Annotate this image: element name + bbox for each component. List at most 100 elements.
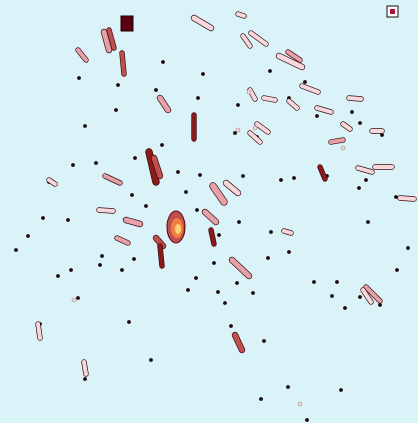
track-segment xyxy=(157,95,171,113)
track-dot xyxy=(292,176,296,180)
track-dot xyxy=(66,218,70,222)
track-dot xyxy=(198,173,202,177)
track-dot xyxy=(114,108,118,112)
track-dot xyxy=(279,178,283,182)
track-dot xyxy=(186,288,190,292)
track-segment xyxy=(286,50,302,62)
track-dot xyxy=(286,385,290,389)
track-dot xyxy=(98,263,102,267)
track-dot xyxy=(335,280,339,284)
track-dot xyxy=(71,163,75,167)
track-dot xyxy=(358,121,362,125)
track-segment xyxy=(347,96,363,101)
track-dot xyxy=(41,216,45,220)
track-dot xyxy=(83,377,87,381)
track-dot xyxy=(380,133,384,137)
track-dot xyxy=(83,124,87,128)
track-segment xyxy=(255,122,270,134)
track-dot xyxy=(237,220,241,224)
track-dot xyxy=(26,234,30,238)
track-segment xyxy=(229,257,252,279)
track-segment xyxy=(329,138,345,144)
track-segment xyxy=(158,244,164,268)
track-segment xyxy=(36,322,42,340)
track-dot xyxy=(154,88,158,92)
track-segment xyxy=(209,228,216,246)
track-dot xyxy=(366,220,370,224)
track-dot xyxy=(161,60,165,64)
track-dot xyxy=(269,230,273,234)
track-dot xyxy=(350,110,354,114)
track-dot xyxy=(196,96,200,100)
track-segment xyxy=(76,48,88,62)
track-segment xyxy=(318,165,327,181)
track-dot xyxy=(330,294,334,298)
corner-marker xyxy=(386,5,399,18)
track-dot xyxy=(223,301,227,305)
track-segment xyxy=(47,178,57,186)
hotspot-core xyxy=(175,224,181,234)
track-dot xyxy=(395,268,399,272)
track-segment xyxy=(361,288,373,304)
track-segment xyxy=(123,217,143,227)
faint-dot xyxy=(71,297,77,303)
faint-dot xyxy=(297,401,303,407)
track-dot xyxy=(229,324,233,328)
track-segment xyxy=(101,29,112,53)
track-segment xyxy=(262,96,277,102)
track-segment xyxy=(282,229,293,235)
track-dot xyxy=(132,257,136,261)
track-segment xyxy=(232,332,245,353)
track-dot xyxy=(14,248,18,252)
track-dot xyxy=(160,143,164,147)
track-dot xyxy=(201,72,205,76)
track-dot xyxy=(241,174,245,178)
track-dot xyxy=(76,296,80,300)
faint-dot xyxy=(235,127,241,133)
track-dot xyxy=(358,295,362,299)
track-segment xyxy=(115,236,130,245)
track-dot xyxy=(94,161,98,165)
track-dot xyxy=(262,339,266,343)
track-segment xyxy=(315,106,333,114)
track-segment xyxy=(191,15,214,31)
faint-dot xyxy=(246,89,252,95)
track-segment xyxy=(287,99,299,110)
track-segment xyxy=(341,122,352,131)
track-segment xyxy=(241,34,252,48)
track-dot xyxy=(149,358,153,362)
track-segment xyxy=(364,285,382,303)
dense-blob xyxy=(120,15,134,32)
track-dot xyxy=(406,246,410,250)
track-dot xyxy=(357,186,361,190)
track-segment xyxy=(356,166,374,174)
track-dot xyxy=(339,388,343,392)
track-dot xyxy=(259,397,263,401)
track-dot xyxy=(305,418,309,422)
track-segment xyxy=(236,12,246,18)
track-dot xyxy=(194,276,198,280)
track-segment xyxy=(120,51,126,76)
track-dot xyxy=(315,114,319,118)
track-dot xyxy=(127,320,131,324)
track-dot xyxy=(287,250,291,254)
track-dot xyxy=(56,274,60,278)
faint-dot xyxy=(340,145,346,151)
track-dot xyxy=(144,204,148,208)
track-segment xyxy=(146,149,159,185)
track-dot xyxy=(364,178,368,182)
track-segment xyxy=(276,53,305,70)
track-segment xyxy=(300,84,320,94)
track-dot xyxy=(233,131,237,135)
track-dot xyxy=(77,76,81,80)
track-segment xyxy=(398,196,416,201)
track-dot xyxy=(120,268,124,272)
track-dot xyxy=(212,261,216,265)
track-segment xyxy=(248,131,262,144)
track-dot xyxy=(216,290,220,294)
faint-dot xyxy=(252,125,258,131)
track-segment xyxy=(249,31,268,46)
track-segment xyxy=(202,209,219,225)
